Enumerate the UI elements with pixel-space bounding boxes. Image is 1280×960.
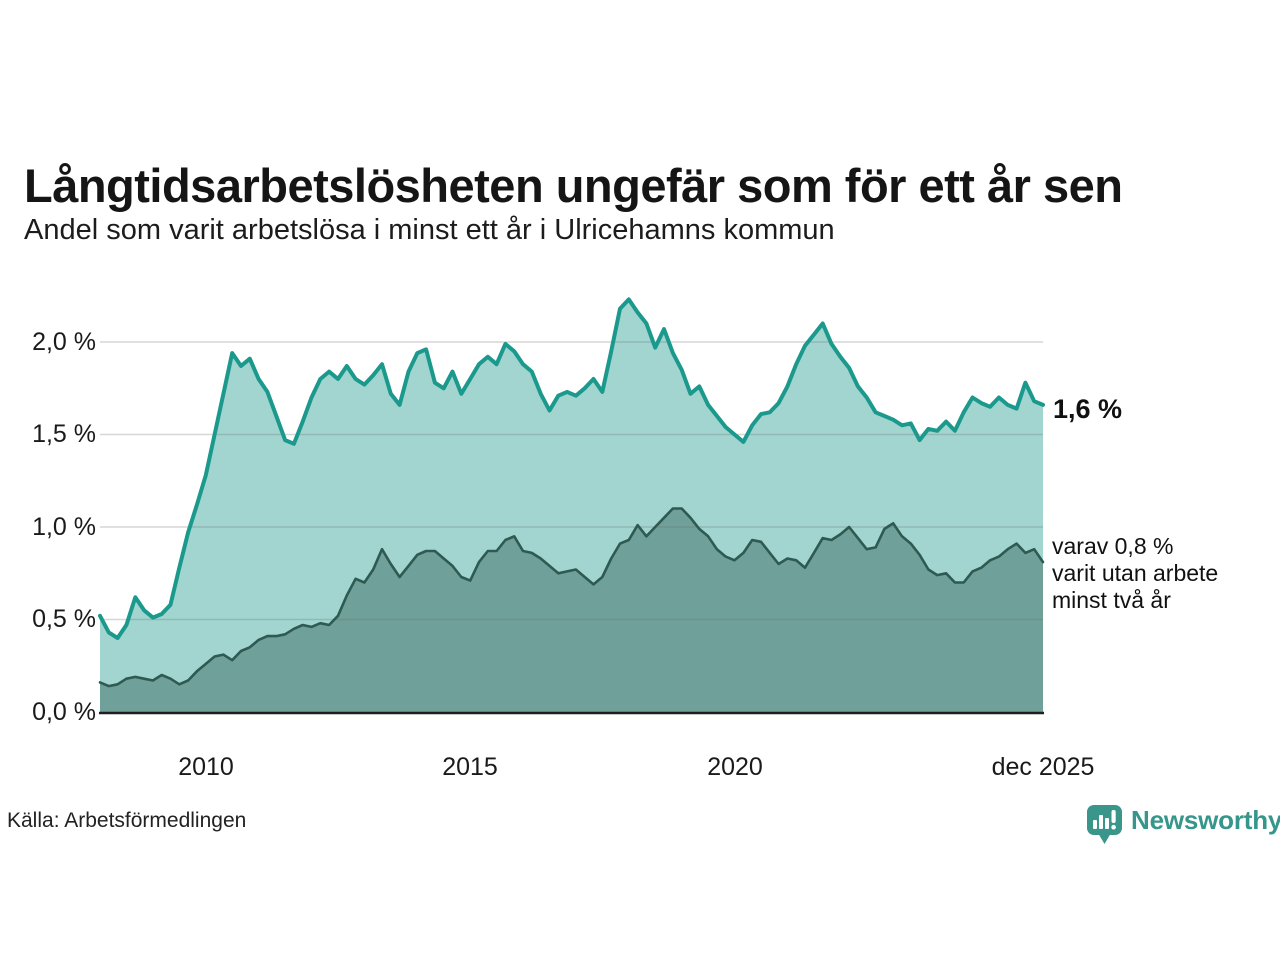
- logo-bar-small: [1093, 820, 1097, 829]
- x-tick-label-2010: 2010: [178, 753, 234, 781]
- page-title: Långtidsarbetslösheten ungefär som för e…: [24, 159, 1123, 213]
- x-tick-label-dec-2025: dec 2025: [991, 753, 1095, 781]
- y-tick-label-1-0: 1,0 %: [32, 513, 96, 541]
- series-end-value-label: 1,6 %: [1053, 394, 1123, 424]
- logo-bar-medium: [1105, 818, 1109, 829]
- y-tick-label-1-5: 1,5 %: [32, 420, 96, 448]
- newsworthy-logo: Newsworthy: [1086, 804, 1280, 846]
- newsworthy-wordmark: Newsworthy: [1131, 805, 1280, 835]
- x-tick-label-2020: 2020: [707, 753, 763, 781]
- x-tick-label-2015: 2015: [442, 753, 498, 781]
- y-tick-label-0-0: 0,0 %: [32, 698, 96, 726]
- y-tick-label-0-5: 0,5 %: [32, 605, 96, 633]
- series-annotation-two-years: varav 0,8 % varit utan arbete minst två …: [1052, 533, 1219, 613]
- logo-exclamation-dot: [1111, 824, 1116, 830]
- newsworthy-logo-icon: [1087, 805, 1122, 844]
- logo-exclamation-bar: [1111, 810, 1116, 823]
- page-subtitle: Andel som varit arbetslösa i minst ett å…: [24, 214, 835, 246]
- y-tick-label-2-0: 2,0 %: [32, 328, 96, 356]
- source-attribution: Källa: Arbetsförmedlingen: [7, 809, 247, 832]
- logo-bar-tall: [1099, 815, 1103, 829]
